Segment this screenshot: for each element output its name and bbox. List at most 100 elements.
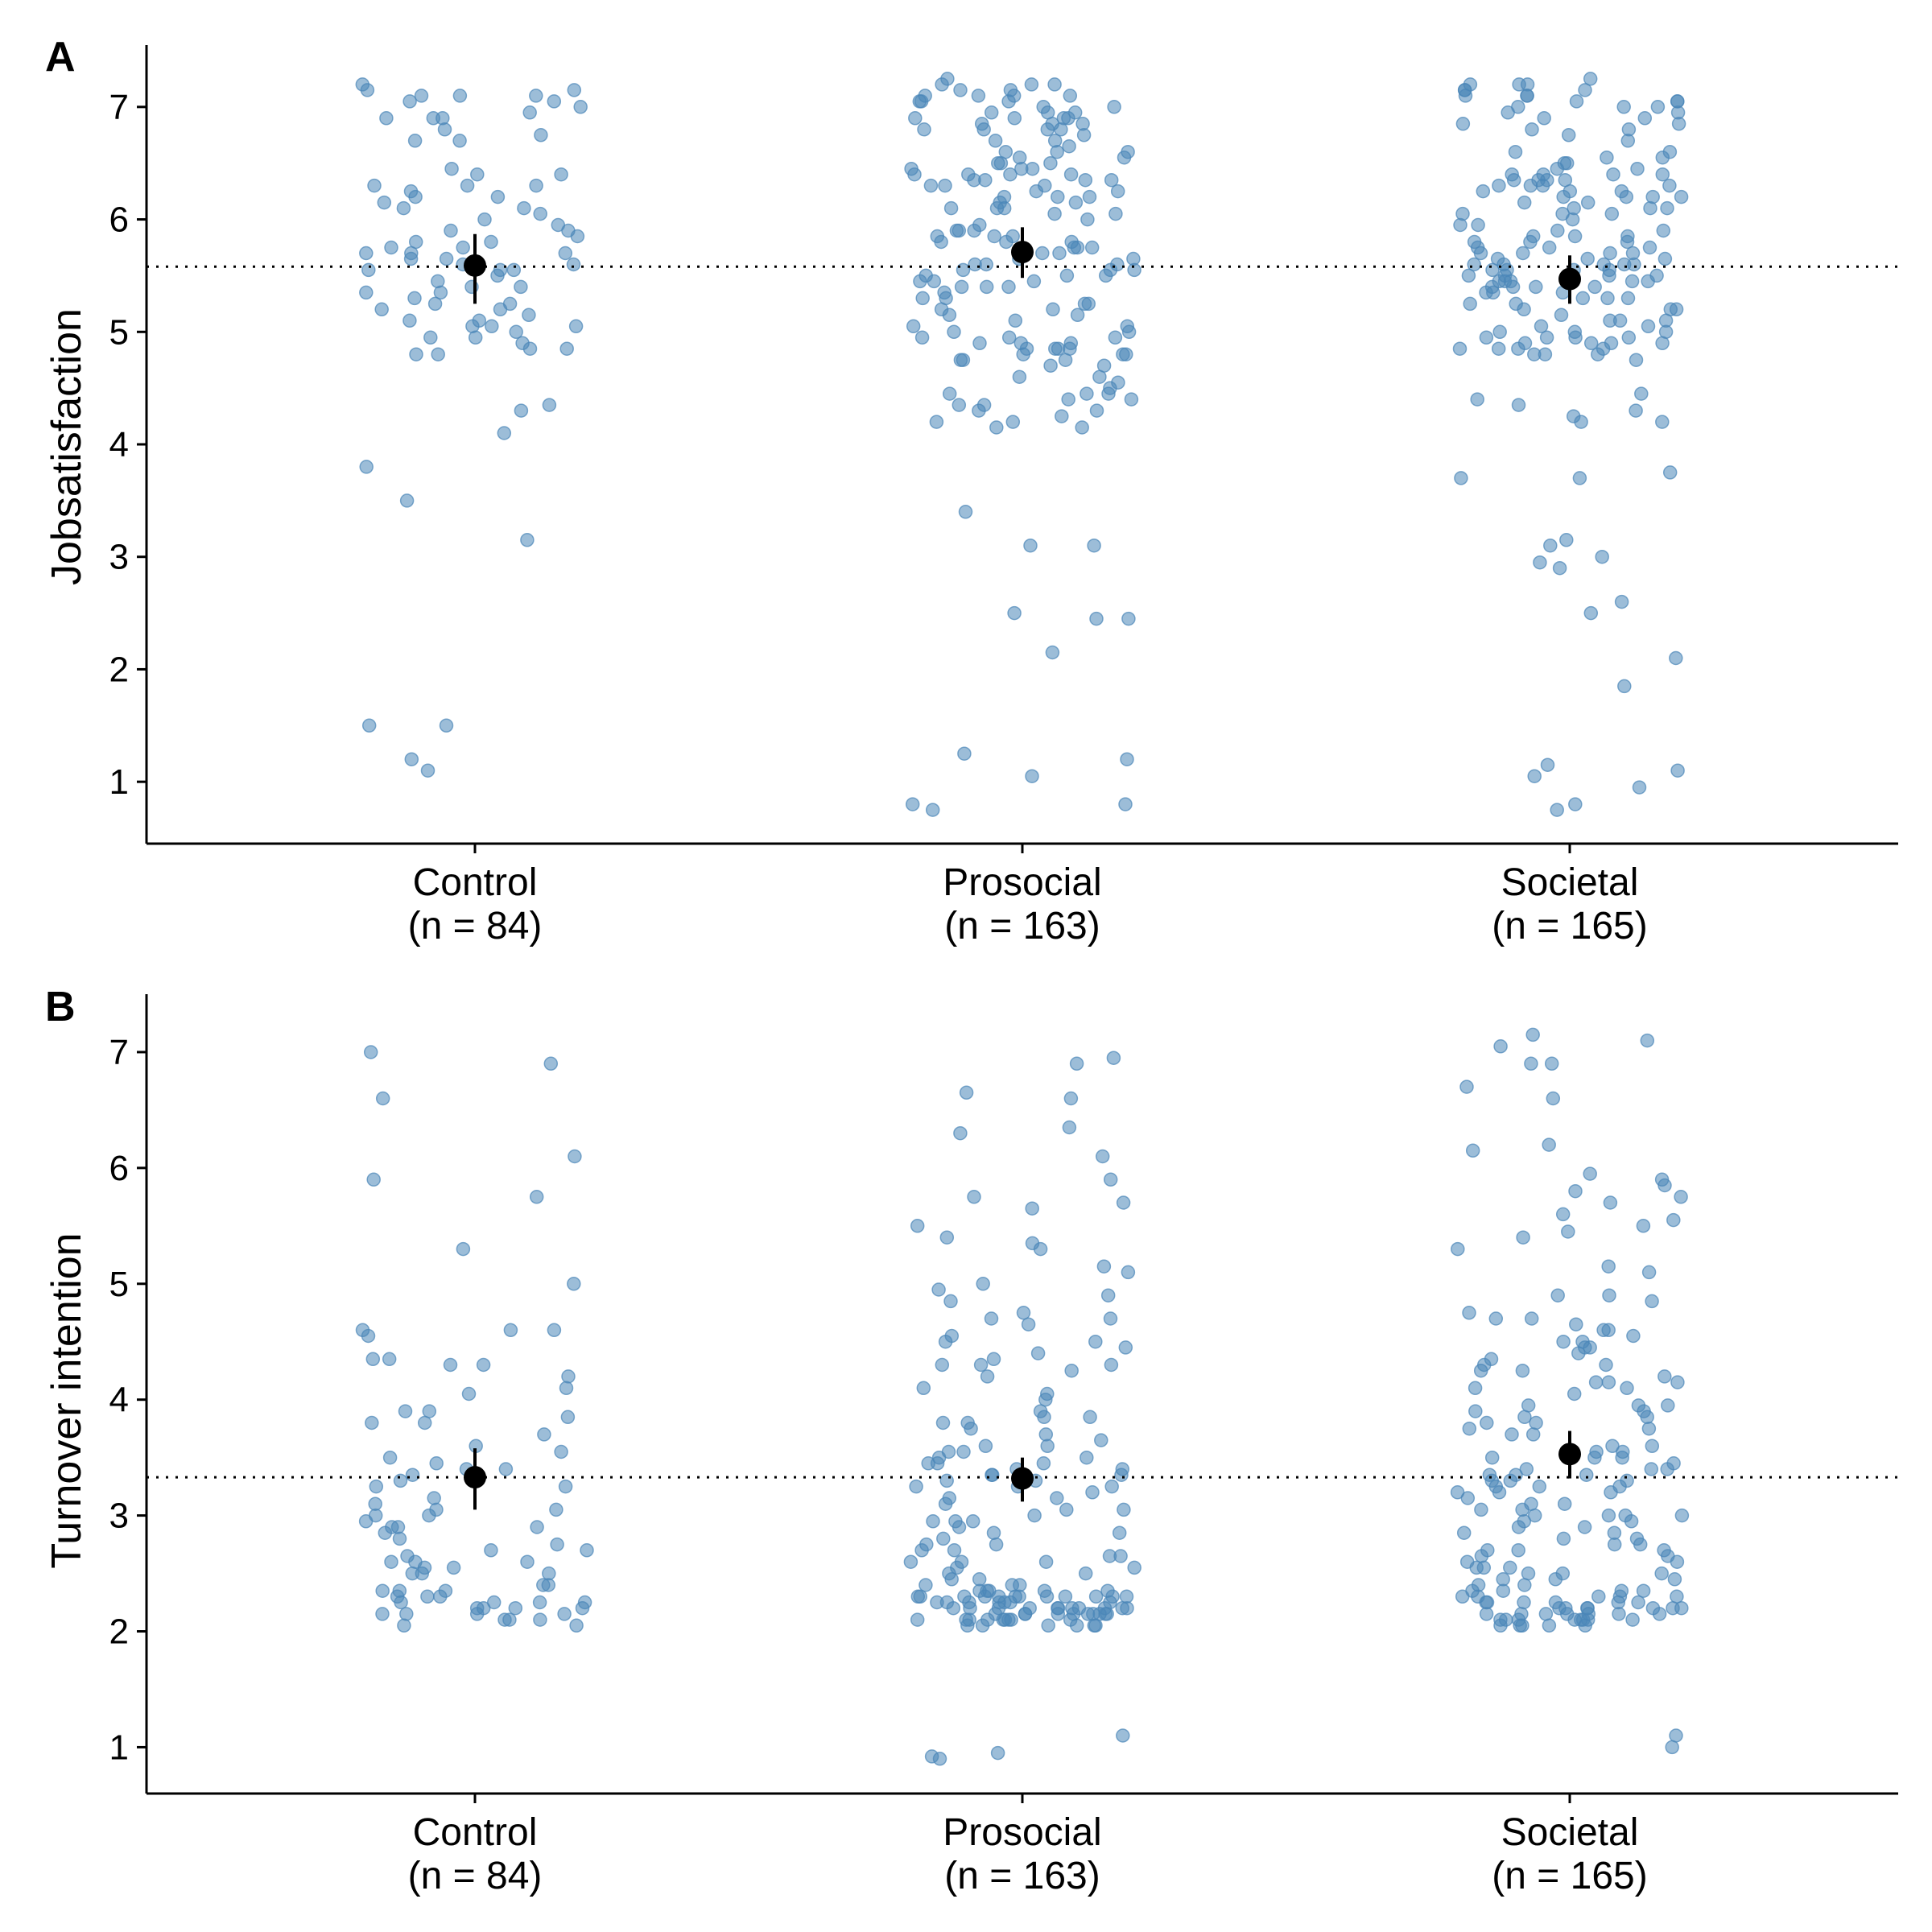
y-axis-title: Turnover intention xyxy=(43,1232,90,1568)
panel-b: B Turnover intention 1 2 3 4 5 6 7 Control (n … xyxy=(43,984,1898,1897)
data-point xyxy=(1104,172,1119,188)
data-point xyxy=(398,1404,413,1418)
data-point xyxy=(1120,752,1134,766)
data-point xyxy=(986,1525,1001,1540)
data-point xyxy=(558,1479,573,1494)
data-point xyxy=(1568,330,1583,345)
data-point xyxy=(469,1600,485,1616)
data-point xyxy=(1641,1421,1657,1436)
data-point xyxy=(559,341,574,356)
data-point xyxy=(935,1415,951,1430)
data-point xyxy=(938,178,952,193)
data-point xyxy=(1556,1334,1571,1349)
data-point xyxy=(1601,1259,1616,1274)
category-n-societal: (n = 165) xyxy=(1492,905,1647,947)
data-point xyxy=(1519,1462,1534,1476)
data-point xyxy=(508,1600,523,1616)
data-point xyxy=(1110,257,1125,272)
summary-layer xyxy=(147,227,1898,304)
data-point xyxy=(1525,1027,1540,1042)
data-point xyxy=(1115,1600,1129,1616)
data-point xyxy=(365,1415,379,1430)
data-point xyxy=(929,415,944,429)
data-point xyxy=(906,319,921,334)
data-point xyxy=(1555,206,1570,221)
data-point xyxy=(1674,1600,1689,1616)
data-point xyxy=(1479,1607,1494,1621)
data-point xyxy=(567,83,582,97)
data-point xyxy=(1465,1143,1480,1158)
data-point xyxy=(444,223,458,238)
data-point xyxy=(1105,1589,1120,1604)
data-point xyxy=(1118,1340,1133,1355)
data-point xyxy=(925,803,940,817)
data-point xyxy=(534,128,548,142)
data-point xyxy=(1075,420,1089,435)
data-point xyxy=(1101,386,1116,401)
data-point xyxy=(407,291,422,306)
data-point xyxy=(936,1531,951,1546)
data-point xyxy=(1607,1525,1622,1540)
data-point xyxy=(1645,1600,1661,1616)
data-point xyxy=(907,167,922,182)
data-point xyxy=(1016,1306,1031,1320)
data-point xyxy=(1454,471,1468,485)
data-point xyxy=(1038,1427,1054,1442)
data-point xyxy=(1550,223,1565,238)
data-point xyxy=(1459,1080,1474,1094)
data-point xyxy=(1045,645,1060,660)
data-point xyxy=(420,1589,435,1604)
data-point xyxy=(1669,650,1683,666)
data-point xyxy=(1107,100,1121,114)
data-point xyxy=(1063,1612,1078,1627)
data-point xyxy=(965,1514,980,1529)
data-point xyxy=(382,1352,397,1367)
data-point xyxy=(1657,1178,1672,1193)
data-point xyxy=(972,1572,987,1587)
data-point xyxy=(1033,1404,1048,1418)
data-point xyxy=(498,1462,514,1476)
mean-point xyxy=(1558,267,1581,291)
data-point xyxy=(1655,336,1670,351)
data-point xyxy=(1492,1485,1507,1500)
data-point xyxy=(1669,1728,1683,1743)
data-point xyxy=(1603,1195,1618,1210)
data-point xyxy=(1080,386,1094,401)
category-n-control: (n = 84) xyxy=(408,1855,543,1897)
data-point xyxy=(1007,605,1022,621)
data-point xyxy=(423,330,438,345)
data-point xyxy=(503,1323,518,1338)
data-point xyxy=(1640,1033,1655,1048)
data-point xyxy=(1468,1381,1483,1396)
data-point xyxy=(1644,1462,1659,1476)
data-point xyxy=(437,122,452,137)
data-point xyxy=(1036,1456,1051,1471)
data-point xyxy=(1655,415,1670,429)
data-point xyxy=(967,172,981,188)
data-point xyxy=(988,134,1003,148)
y-tick-label: 5 xyxy=(109,1265,129,1304)
data-point xyxy=(1012,369,1027,384)
data-point xyxy=(1517,336,1533,351)
data-point xyxy=(1048,341,1063,356)
data-point xyxy=(532,1595,547,1610)
data-point xyxy=(1505,279,1521,295)
data-point xyxy=(1035,246,1050,261)
data-point xyxy=(1674,189,1689,204)
data-point xyxy=(1100,1288,1116,1302)
data-point xyxy=(914,330,930,345)
data-point xyxy=(960,1618,975,1633)
data-point xyxy=(1479,330,1494,345)
data-point xyxy=(1657,1369,1672,1384)
data-point xyxy=(1600,291,1615,306)
data-point xyxy=(1525,122,1539,137)
data-point xyxy=(1058,1589,1073,1604)
data-point xyxy=(1021,1317,1036,1331)
data-point xyxy=(1645,1294,1659,1309)
mean-point xyxy=(464,1466,486,1489)
data-point xyxy=(1546,1091,1561,1106)
data-point xyxy=(1511,398,1526,412)
data-point xyxy=(394,1595,408,1610)
data-point xyxy=(1641,319,1656,334)
data-point xyxy=(1645,1439,1660,1454)
